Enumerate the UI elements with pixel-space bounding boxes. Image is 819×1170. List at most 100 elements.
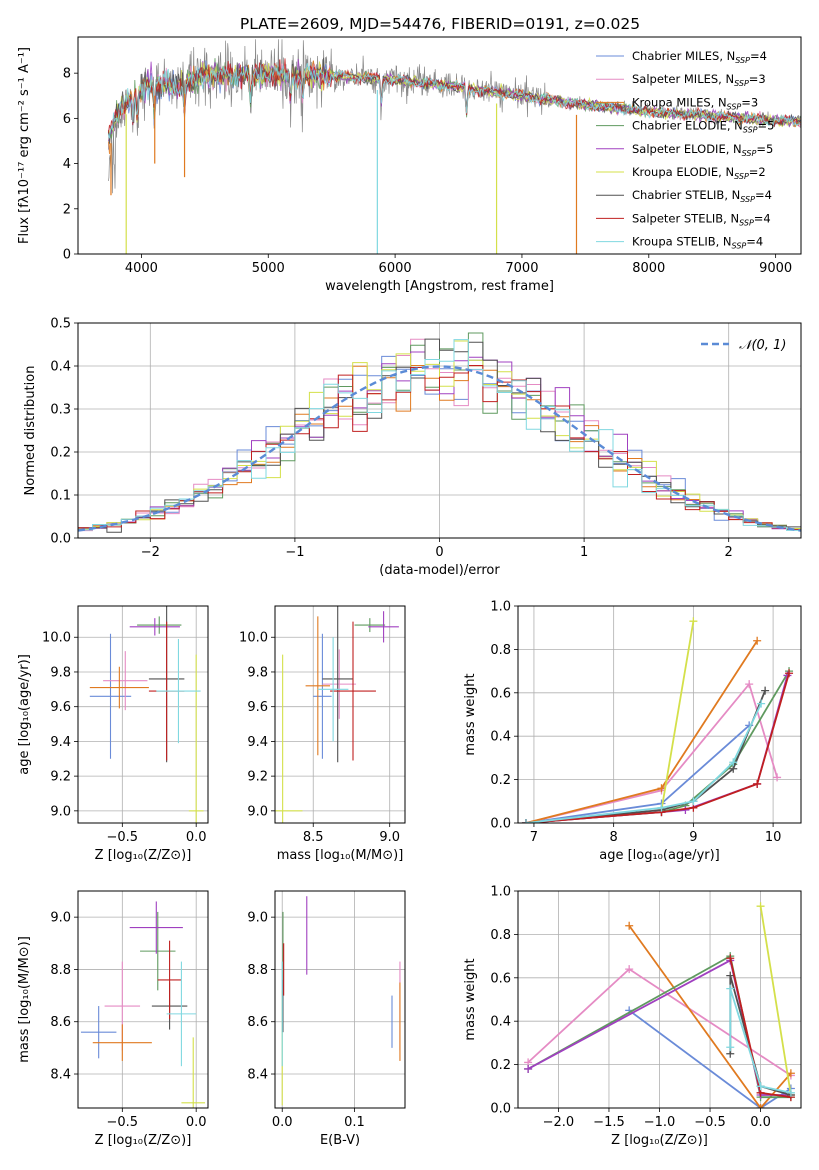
errorbar-area (89, 606, 204, 823)
axes-frame (77, 890, 209, 1109)
y-tick-label: 0.4 (490, 1015, 511, 1030)
y-tick-label: 0.8 (490, 643, 511, 658)
point-marker (657, 803, 666, 812)
y-tick-label: 2 (63, 202, 71, 217)
x-axis-label: age [log₁₀(age/yr)] (599, 848, 720, 863)
point-marker (524, 1064, 533, 1073)
x-tick-label: −2 (141, 545, 160, 560)
age-vs-Z-panel: −0.5 0.0 9.0 9.2 9.4 9.6 9.8 10.0 Z [log₁₀(Z/Z⊙)… (17, 605, 209, 863)
x-axis-label: E(B-V) (320, 1133, 360, 1148)
residuals-panel: −2 −1 0 1 2 0.0 0.1 0.2 0.3 0.4 0.5 (data-model)/er… (23, 317, 802, 578)
spectrum-plot-area (107, 39, 801, 254)
x-axis-label: mass [log₁₀(M/M⊙)] (277, 848, 404, 863)
y-tick-label: 8.6 (50, 1015, 71, 1030)
point-marker (726, 954, 735, 963)
y-tick-label: 8.6 (247, 1015, 268, 1030)
y-axis-label: mass weight (463, 673, 478, 755)
legend-subscript: SSP (732, 242, 747, 251)
legend-subscript: SSP (740, 195, 755, 204)
legend-value: =3 (741, 95, 758, 109)
legend-value: =4 (755, 188, 772, 202)
legend-subscript: SSP (727, 102, 742, 111)
errorbar-area (281, 896, 401, 1106)
axes-frame (77, 322, 802, 539)
point-marker (753, 779, 762, 788)
x-axis-label: (data-model)/error (379, 563, 500, 578)
legend-subscript: SSP (734, 172, 749, 181)
histogram-area (78, 332, 801, 534)
legend-value: =5 (758, 119, 775, 133)
legend-subscript: SSP (734, 79, 749, 88)
x-tick-label: −1 (285, 545, 304, 560)
y-tick-label: 9.0 (247, 804, 268, 819)
point-marker (689, 797, 698, 806)
y-axis-label: Flux [fλ10⁻¹⁷ erg cm⁻² s⁻¹ A⁻¹] (17, 47, 32, 244)
y-tick-label: 0.6 (490, 686, 511, 701)
y-axis-label: mass [log₁₀(M/M⊙)] (17, 936, 32, 1063)
weight-line (525, 682, 778, 823)
residual-histogram (78, 339, 801, 532)
y-tick-label: 9.4 (50, 735, 71, 750)
x-tick-label: 0.0 (186, 830, 207, 845)
line-area (521, 617, 794, 823)
axes-frame (77, 36, 802, 255)
legend-label: Salpeter MILES, NSSP=3 (632, 72, 766, 88)
legend-value: =4 (754, 211, 771, 225)
x-tick-label: 7000 (505, 261, 538, 276)
weight-line (525, 673, 790, 823)
legend-value: =5 (756, 142, 773, 156)
y-tick-label: 8.8 (50, 963, 71, 978)
y-axis-label: Normed distribution (23, 366, 38, 496)
point-marker (773, 773, 782, 782)
weight-line (628, 925, 792, 1108)
legend-value: =4 (750, 49, 767, 63)
point-marker (726, 984, 735, 993)
y-tick-label: 8.4 (247, 1068, 268, 1083)
point-marker (786, 1088, 795, 1097)
legend-value: =4 (746, 235, 763, 249)
y-tick-label: 0.4 (490, 730, 511, 745)
y-tick-label: 8 (63, 67, 71, 82)
y-tick-label: 0.2 (490, 1058, 511, 1073)
y-tick-label: 1.0 (490, 600, 511, 615)
axes-frame (517, 605, 802, 824)
x-tick-label: 0.0 (272, 1115, 293, 1130)
axes-frame (77, 605, 209, 824)
y-tick-label: 0.0 (50, 532, 71, 547)
x-tick-label: 8.5 (303, 830, 324, 845)
legend-subscript: SSP (742, 149, 757, 158)
y-tick-label: 9.2 (247, 770, 268, 785)
age-vs-mass-panel: 8.5 9.0 9.0 9.2 9.4 9.6 9.8 10.0 mass [log₁₀(M/M… (239, 605, 406, 863)
x-tick-label: −2.0 (543, 1115, 575, 1130)
point-marker (726, 1043, 735, 1052)
x-axis-label: wavelength [Angstrom, rest frame] (325, 279, 554, 294)
x-tick-label: −0.5 (107, 830, 139, 845)
legend-value: =2 (749, 165, 766, 179)
y-axis-label: mass weight (463, 958, 478, 1040)
figure-title: PLATE=2609, MJD=54476, FIBERID=0191, z=0… (240, 15, 640, 33)
x-tick-label: 0 (435, 545, 443, 560)
spectrum-panel: 4000 5000 6000 7000 8000 9000 0 2 4 6 8 wavelength … (17, 36, 802, 294)
legend-label: Salpeter STELIB, NSSP=4 (632, 211, 771, 227)
x-tick-label: −0.5 (694, 1115, 726, 1130)
point-marker (756, 1082, 765, 1091)
legend-subscript: SSP (743, 126, 758, 135)
y-tick-label: 9.6 (50, 700, 71, 715)
point-marker (756, 902, 765, 911)
y-tick-label: 8.4 (50, 1068, 71, 1083)
y-tick-label: 8.8 (247, 963, 268, 978)
legend-subscript: SSP (739, 218, 754, 227)
y-tick-label: 9.6 (247, 700, 268, 715)
weight-line (525, 670, 790, 823)
y-tick-label: 9.0 (247, 911, 268, 926)
point-marker (785, 669, 794, 678)
errorbar-area (275, 606, 399, 823)
y-axis-label: age [log₁₀(age/yr)] (17, 654, 32, 775)
x-tick-label: 0.1 (344, 1115, 365, 1130)
axes-frame (274, 890, 406, 1109)
axes-frame (274, 605, 406, 824)
legend-label: Chabrier MILES, NSSP=4 (632, 49, 767, 65)
x-tick-label: 4000 (125, 261, 158, 276)
weight-vs-Z-panel: −2.0 −1.5 −1.0 −0.5 0.0 0.0 0.2 0.4 0.6 0.8 1.0 Z [… (463, 885, 802, 1148)
x-tick-label: 8 (610, 830, 618, 845)
